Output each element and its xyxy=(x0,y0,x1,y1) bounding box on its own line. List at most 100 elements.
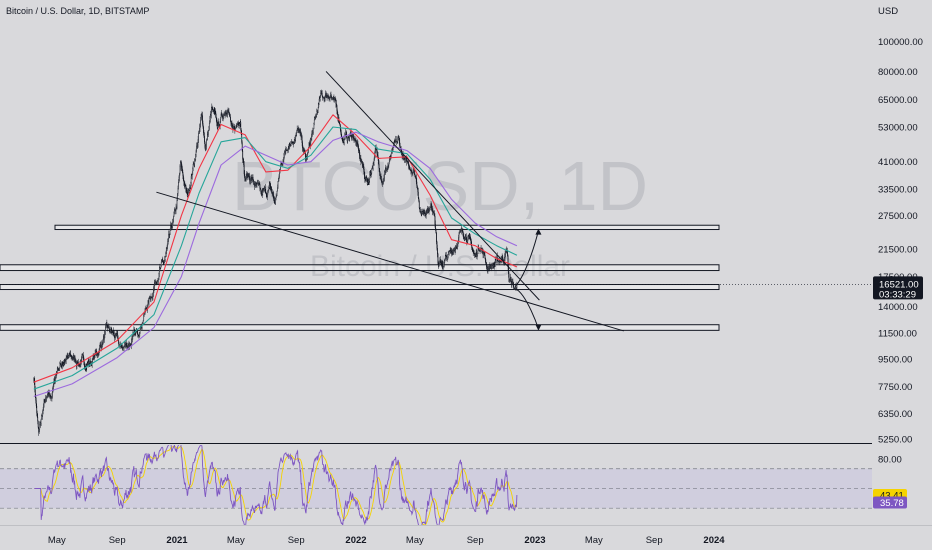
candle xyxy=(412,172,414,176)
sr-zone[interactable] xyxy=(0,324,720,331)
candle xyxy=(444,260,446,264)
moving-average-line[interactable] xyxy=(33,131,518,398)
candle xyxy=(332,97,334,101)
candle-body xyxy=(335,100,337,104)
candle-body xyxy=(453,250,454,253)
candle xyxy=(36,403,38,416)
rsi-ma-value-label: 35.78 xyxy=(873,496,907,509)
candle xyxy=(436,231,437,245)
rsi-line[interactable] xyxy=(34,443,518,529)
candle-body xyxy=(511,282,513,285)
candle xyxy=(348,137,350,142)
candle-body xyxy=(104,331,106,335)
candle-body xyxy=(477,252,479,257)
candle xyxy=(399,137,401,148)
candle-body xyxy=(335,98,336,101)
candle xyxy=(173,215,174,223)
price-pane[interactable] xyxy=(0,71,872,436)
candle-body xyxy=(398,137,400,140)
sr-zone[interactable] xyxy=(0,264,720,272)
time-tick-label: May xyxy=(406,535,424,546)
candle-body xyxy=(198,130,200,134)
candle xyxy=(379,171,381,180)
candle-body xyxy=(476,252,478,255)
candle-body xyxy=(484,255,486,259)
candle xyxy=(265,188,267,193)
candle-body xyxy=(424,212,426,214)
candle-body xyxy=(137,333,139,335)
candle-body xyxy=(174,209,176,211)
candle-body xyxy=(36,412,38,418)
candle-body xyxy=(156,281,158,284)
candle-body xyxy=(485,258,486,263)
candle xyxy=(276,190,278,197)
price-axis[interactable]: 100000.00 80000.00 65000.00 53000.00 41000.0… xyxy=(878,37,923,446)
candle-body xyxy=(294,138,296,141)
trendline[interactable] xyxy=(325,71,540,301)
candle xyxy=(37,420,39,429)
price-tick-label: 14000.00 xyxy=(878,302,918,313)
candle xyxy=(484,251,486,260)
candle-body xyxy=(508,273,510,283)
candle xyxy=(357,139,358,148)
candle-body xyxy=(332,97,334,100)
candle-body xyxy=(275,196,277,199)
candle-body xyxy=(491,264,493,269)
candle xyxy=(232,122,234,133)
candle xyxy=(158,266,160,278)
candle xyxy=(106,324,108,332)
candle-body xyxy=(367,182,369,185)
moving-average-line[interactable] xyxy=(33,126,518,390)
candle-body xyxy=(376,149,378,155)
moving-average-line[interactable] xyxy=(33,114,518,383)
candle-body xyxy=(379,167,380,173)
candle xyxy=(434,213,436,228)
price-tick-label: 65000.00 xyxy=(878,95,918,106)
sr-zone[interactable] xyxy=(54,224,720,231)
candle xyxy=(171,222,173,231)
candle-body xyxy=(153,288,155,291)
candle-body xyxy=(203,132,205,137)
rsi-pane[interactable] xyxy=(34,443,518,529)
candle-body xyxy=(483,253,484,255)
candle xyxy=(261,188,263,198)
candle-body xyxy=(488,268,489,271)
candle-body xyxy=(438,263,440,266)
candle-body xyxy=(185,189,187,191)
candle-body xyxy=(385,168,387,170)
candle-body xyxy=(221,114,223,117)
candle xyxy=(368,178,370,185)
candle-body xyxy=(357,142,358,145)
candle-body xyxy=(428,209,430,213)
candle-body xyxy=(294,140,296,144)
projection-path[interactable] xyxy=(515,230,539,287)
candle xyxy=(243,161,245,177)
candle-body xyxy=(478,248,480,251)
trendline[interactable] xyxy=(156,191,624,332)
candle-body xyxy=(465,235,467,238)
candle-body xyxy=(325,93,327,97)
time-axis[interactable]: May Sep 2021 May Sep 2022 May Sep 2023 May Sep 2024 xyxy=(48,535,725,546)
candle xyxy=(201,112,202,120)
candle-body xyxy=(106,322,108,325)
candle-body xyxy=(241,142,243,152)
candle-body xyxy=(136,331,138,334)
candle xyxy=(192,160,194,172)
candle-body xyxy=(79,363,81,367)
candle xyxy=(195,153,197,161)
candle-body xyxy=(313,123,315,130)
sr-zone[interactable] xyxy=(0,284,720,291)
candle xyxy=(431,202,432,212)
candle xyxy=(404,157,406,163)
candle-body xyxy=(270,187,272,191)
rsi-axis[interactable]: 80.00 xyxy=(878,454,902,465)
candle-body xyxy=(458,233,460,238)
candle-body xyxy=(41,415,43,420)
candle xyxy=(74,355,76,363)
bar-countdown: 03:33:29 xyxy=(879,289,916,300)
candle xyxy=(476,248,478,259)
candle-body xyxy=(408,161,409,166)
price-tick-label: 5250.00 xyxy=(878,435,912,446)
